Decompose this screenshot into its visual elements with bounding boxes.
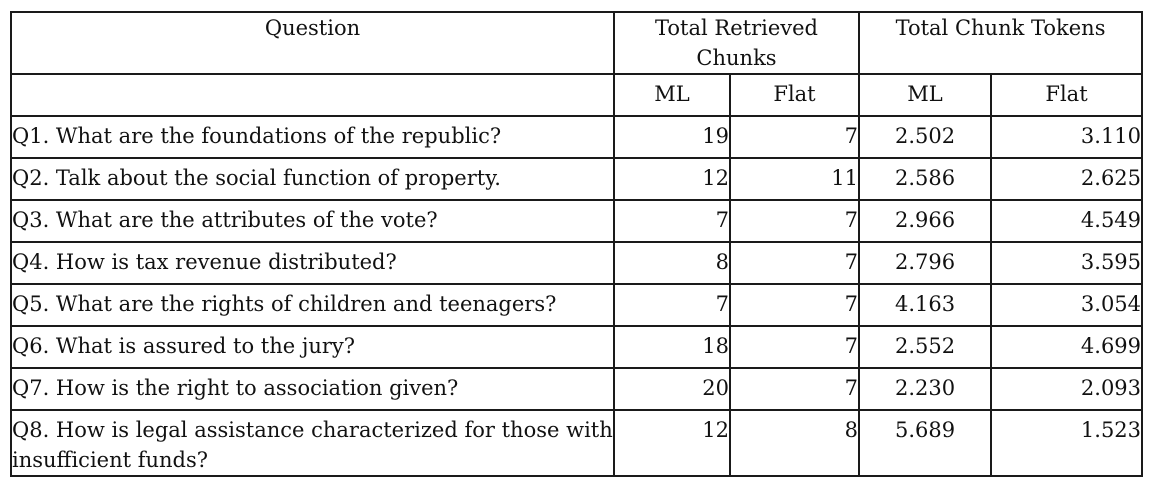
tokens-flat-cell: 4.549: [990, 199, 1144, 243]
retrieved-ml-cell: 12: [613, 157, 731, 201]
retrieved-flat-cell: 7: [728, 325, 861, 369]
question-cell: Q7. How is the right to association give…: [10, 367, 615, 411]
question-cell: Q3. What are the attributes of the vote?: [10, 199, 615, 243]
question-cell: Q2. Talk about the social function of pr…: [10, 157, 615, 201]
tokens-flat-cell: 1.523: [990, 409, 1144, 477]
retrieved-flat-cell: 7: [728, 283, 861, 327]
retrieved-ml-cell: 18: [613, 325, 731, 369]
tokens-flat-cell: 2.093: [990, 367, 1144, 411]
question-header: Question: [10, 11, 615, 75]
tokens-flat-cell: 4.699: [990, 325, 1144, 369]
table-row: Q2. Talk about the social function of pr…: [10, 157, 1144, 201]
total-retrieved-chunks-header: Total Retrieved Chunks: [612, 11, 861, 75]
table-row: Q8. How is legal assistance characterize…: [10, 409, 1144, 477]
tokens-ml-cell: 2.552: [858, 325, 993, 369]
header-row: Question Total Retrieved Chunks Total Ch…: [10, 11, 1144, 75]
table-row: Q6. What is assured to the jury? 18 7 2.…: [10, 325, 1144, 369]
tokens-ml-cell: 2.966: [858, 199, 993, 243]
retrieved-flat-cell: 7: [728, 367, 861, 411]
table-row: Q7. How is the right to association give…: [10, 367, 1144, 411]
subheader-tokens-ml: ML: [858, 73, 993, 117]
question-cell: Q8. How is legal assistance characterize…: [10, 409, 615, 477]
retrieved-flat-cell: 7: [728, 115, 861, 159]
retrieved-ml-cell: 20: [613, 367, 731, 411]
retrieved-flat-cell: 8: [728, 409, 861, 477]
question-cell: Q4. How is tax revenue distributed?: [10, 241, 615, 285]
subheader-tokens-flat: Flat: [990, 73, 1144, 117]
table-row: Q3. What are the attributes of the vote?…: [10, 199, 1144, 243]
table-row: Q5. What are the rights of children and …: [10, 283, 1144, 327]
tokens-ml-cell: 2.230: [858, 367, 993, 411]
table-row: Q1. What are the foundations of the repu…: [10, 115, 1144, 159]
retrieved-ml-cell: 7: [613, 199, 731, 243]
total-chunk-tokens-header: Total Chunk Tokens: [858, 11, 1144, 75]
question-cell: Q1. What are the foundations of the repu…: [10, 115, 615, 159]
question-cell: Q6. What is assured to the jury?: [10, 325, 615, 369]
retrieved-flat-cell: 11: [728, 157, 861, 201]
retrieved-flat-cell: 7: [728, 199, 861, 243]
subheader-empty-cell: [10, 73, 615, 117]
subheader-retrieved-ml: ML: [613, 73, 731, 117]
tokens-flat-cell: 3.054: [990, 283, 1144, 327]
retrieved-flat-cell: 7: [728, 241, 861, 285]
tokens-flat-cell: 3.110: [990, 115, 1144, 159]
table-row: Q4. How is tax revenue distributed? 8 7 …: [10, 241, 1144, 285]
tokens-ml-cell: 4.163: [858, 283, 993, 327]
subheader-retrieved-flat: Flat: [728, 73, 861, 117]
retrieved-ml-cell: 8: [613, 241, 731, 285]
retrieved-ml-cell: 19: [613, 115, 731, 159]
tokens-flat-cell: 3.595: [990, 241, 1144, 285]
question-cell: Q5. What are the rights of children and …: [10, 283, 615, 327]
tokens-ml-cell: 2.586: [858, 157, 993, 201]
tokens-ml-cell: 2.502: [858, 115, 993, 159]
tokens-flat-cell: 2.625: [990, 157, 1144, 201]
tokens-ml-cell: 5.689: [858, 409, 993, 477]
retrieved-ml-cell: 12: [613, 409, 731, 477]
tokens-ml-cell: 2.796: [858, 241, 993, 285]
subheader-row: ML Flat ML Flat: [10, 73, 1144, 117]
retrieved-ml-cell: 7: [613, 283, 731, 327]
results-table: Question Total Retrieved Chunks Total Ch…: [10, 11, 1144, 477]
